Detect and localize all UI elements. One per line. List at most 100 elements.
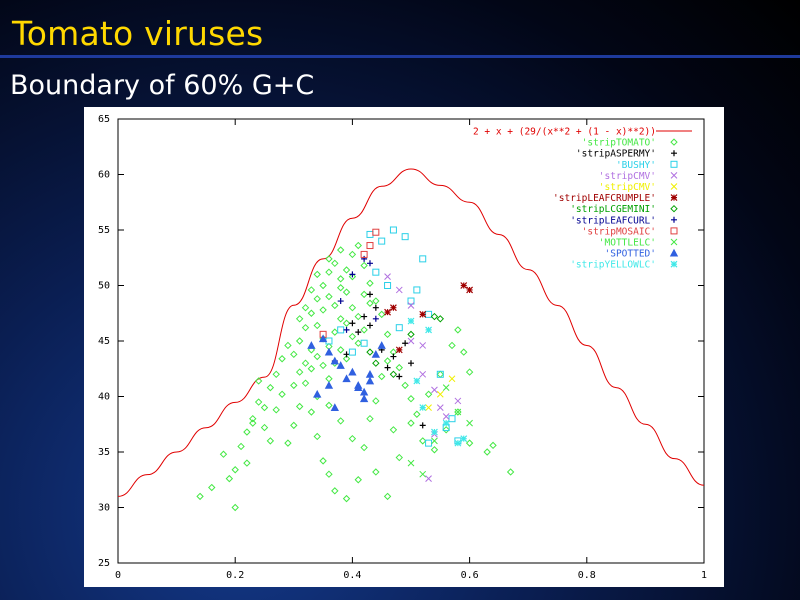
data-point [360, 261, 368, 270]
data-point [383, 492, 392, 501]
data-point [278, 390, 286, 398]
data-point [365, 376, 375, 385]
data-point [331, 301, 339, 310]
data-point [465, 368, 474, 376]
data-point [360, 326, 368, 334]
data-point [342, 355, 351, 363]
data-point [301, 323, 310, 332]
data-point [425, 326, 433, 334]
data-point [366, 299, 374, 307]
data-point [442, 413, 450, 420]
legend-entry-label: 'MOTTLELC' [599, 238, 656, 249]
data-point [342, 374, 351, 383]
data-point [407, 297, 415, 305]
data-point [307, 286, 316, 294]
legend-entry-label: 'stripASPERMY' [576, 149, 656, 160]
data-point [395, 346, 403, 354]
data-point [431, 428, 438, 436]
data-point [365, 369, 375, 378]
data-point [454, 439, 462, 447]
data-point [325, 375, 333, 383]
data-point [424, 390, 433, 398]
data-point [460, 282, 468, 289]
data-point [290, 381, 298, 390]
data-point [313, 321, 321, 330]
data-point [407, 419, 415, 427]
data-point [354, 476, 362, 484]
data-point [419, 370, 427, 378]
data-point [313, 352, 321, 361]
data-point [436, 390, 444, 398]
y-tick-label: 60 [98, 170, 110, 181]
data-point [395, 363, 403, 372]
data-point [348, 434, 357, 443]
axes: 0 0.2 0.4 0.6 0.8 1 25 30 35 40 45 50 55 60 65 [98, 114, 707, 581]
data-point [243, 459, 251, 467]
y-tick-label: 45 [98, 336, 110, 347]
data-point [319, 361, 327, 370]
legend-marker [670, 172, 678, 179]
data-point [361, 313, 368, 320]
data-point [249, 414, 257, 423]
y-tick-label: 50 [98, 281, 110, 292]
boundary-curve-line [117, 168, 705, 497]
data-point [225, 474, 234, 483]
data-point [401, 233, 409, 241]
data-point [336, 417, 345, 425]
data-point [384, 282, 392, 289]
series-group [319, 228, 380, 338]
data-point [278, 355, 286, 363]
data-point [307, 346, 316, 354]
data-point [389, 370, 398, 379]
data-point [419, 422, 426, 429]
series-group [331, 255, 379, 364]
legend-marker [670, 160, 678, 168]
data-point [384, 364, 391, 371]
data-point [336, 361, 345, 369]
data-point [254, 377, 263, 385]
data-point [483, 448, 491, 456]
data-point [290, 350, 298, 359]
data-point [243, 428, 251, 436]
data-point [318, 334, 328, 343]
series-group [425, 375, 456, 411]
data-point [448, 415, 456, 423]
data-point [325, 268, 333, 276]
data-point [266, 437, 275, 445]
y-tick-label: 25 [98, 558, 110, 569]
data-point [360, 339, 368, 347]
data-point [260, 403, 269, 412]
data-point [419, 437, 427, 445]
x-tick-label: 0.2 [226, 570, 244, 581]
data-point [372, 268, 380, 276]
data-point [395, 453, 403, 462]
data-point [419, 255, 427, 263]
data-point [342, 319, 351, 327]
legend-marker [670, 183, 678, 190]
data-point [272, 370, 280, 379]
data-point [354, 312, 362, 321]
data-point [419, 470, 427, 478]
data-point [336, 284, 345, 292]
data-point [325, 401, 333, 410]
data-point [419, 310, 427, 318]
data-point [366, 242, 374, 250]
data-point [436, 370, 444, 378]
data-point [325, 255, 333, 263]
data-point [231, 466, 239, 474]
series-group [407, 317, 468, 447]
data-point [348, 303, 357, 312]
legend-marker [670, 260, 678, 268]
data-point [366, 414, 374, 423]
data-point [319, 457, 327, 465]
legend-marker [670, 194, 678, 202]
data-point [460, 435, 468, 443]
data-point [343, 351, 350, 358]
data-point [331, 328, 339, 336]
data-point [360, 250, 368, 258]
data-point [331, 487, 339, 495]
data-point [360, 443, 368, 452]
data-point [389, 426, 398, 434]
legend-marker [671, 150, 677, 157]
data-point [431, 437, 438, 445]
